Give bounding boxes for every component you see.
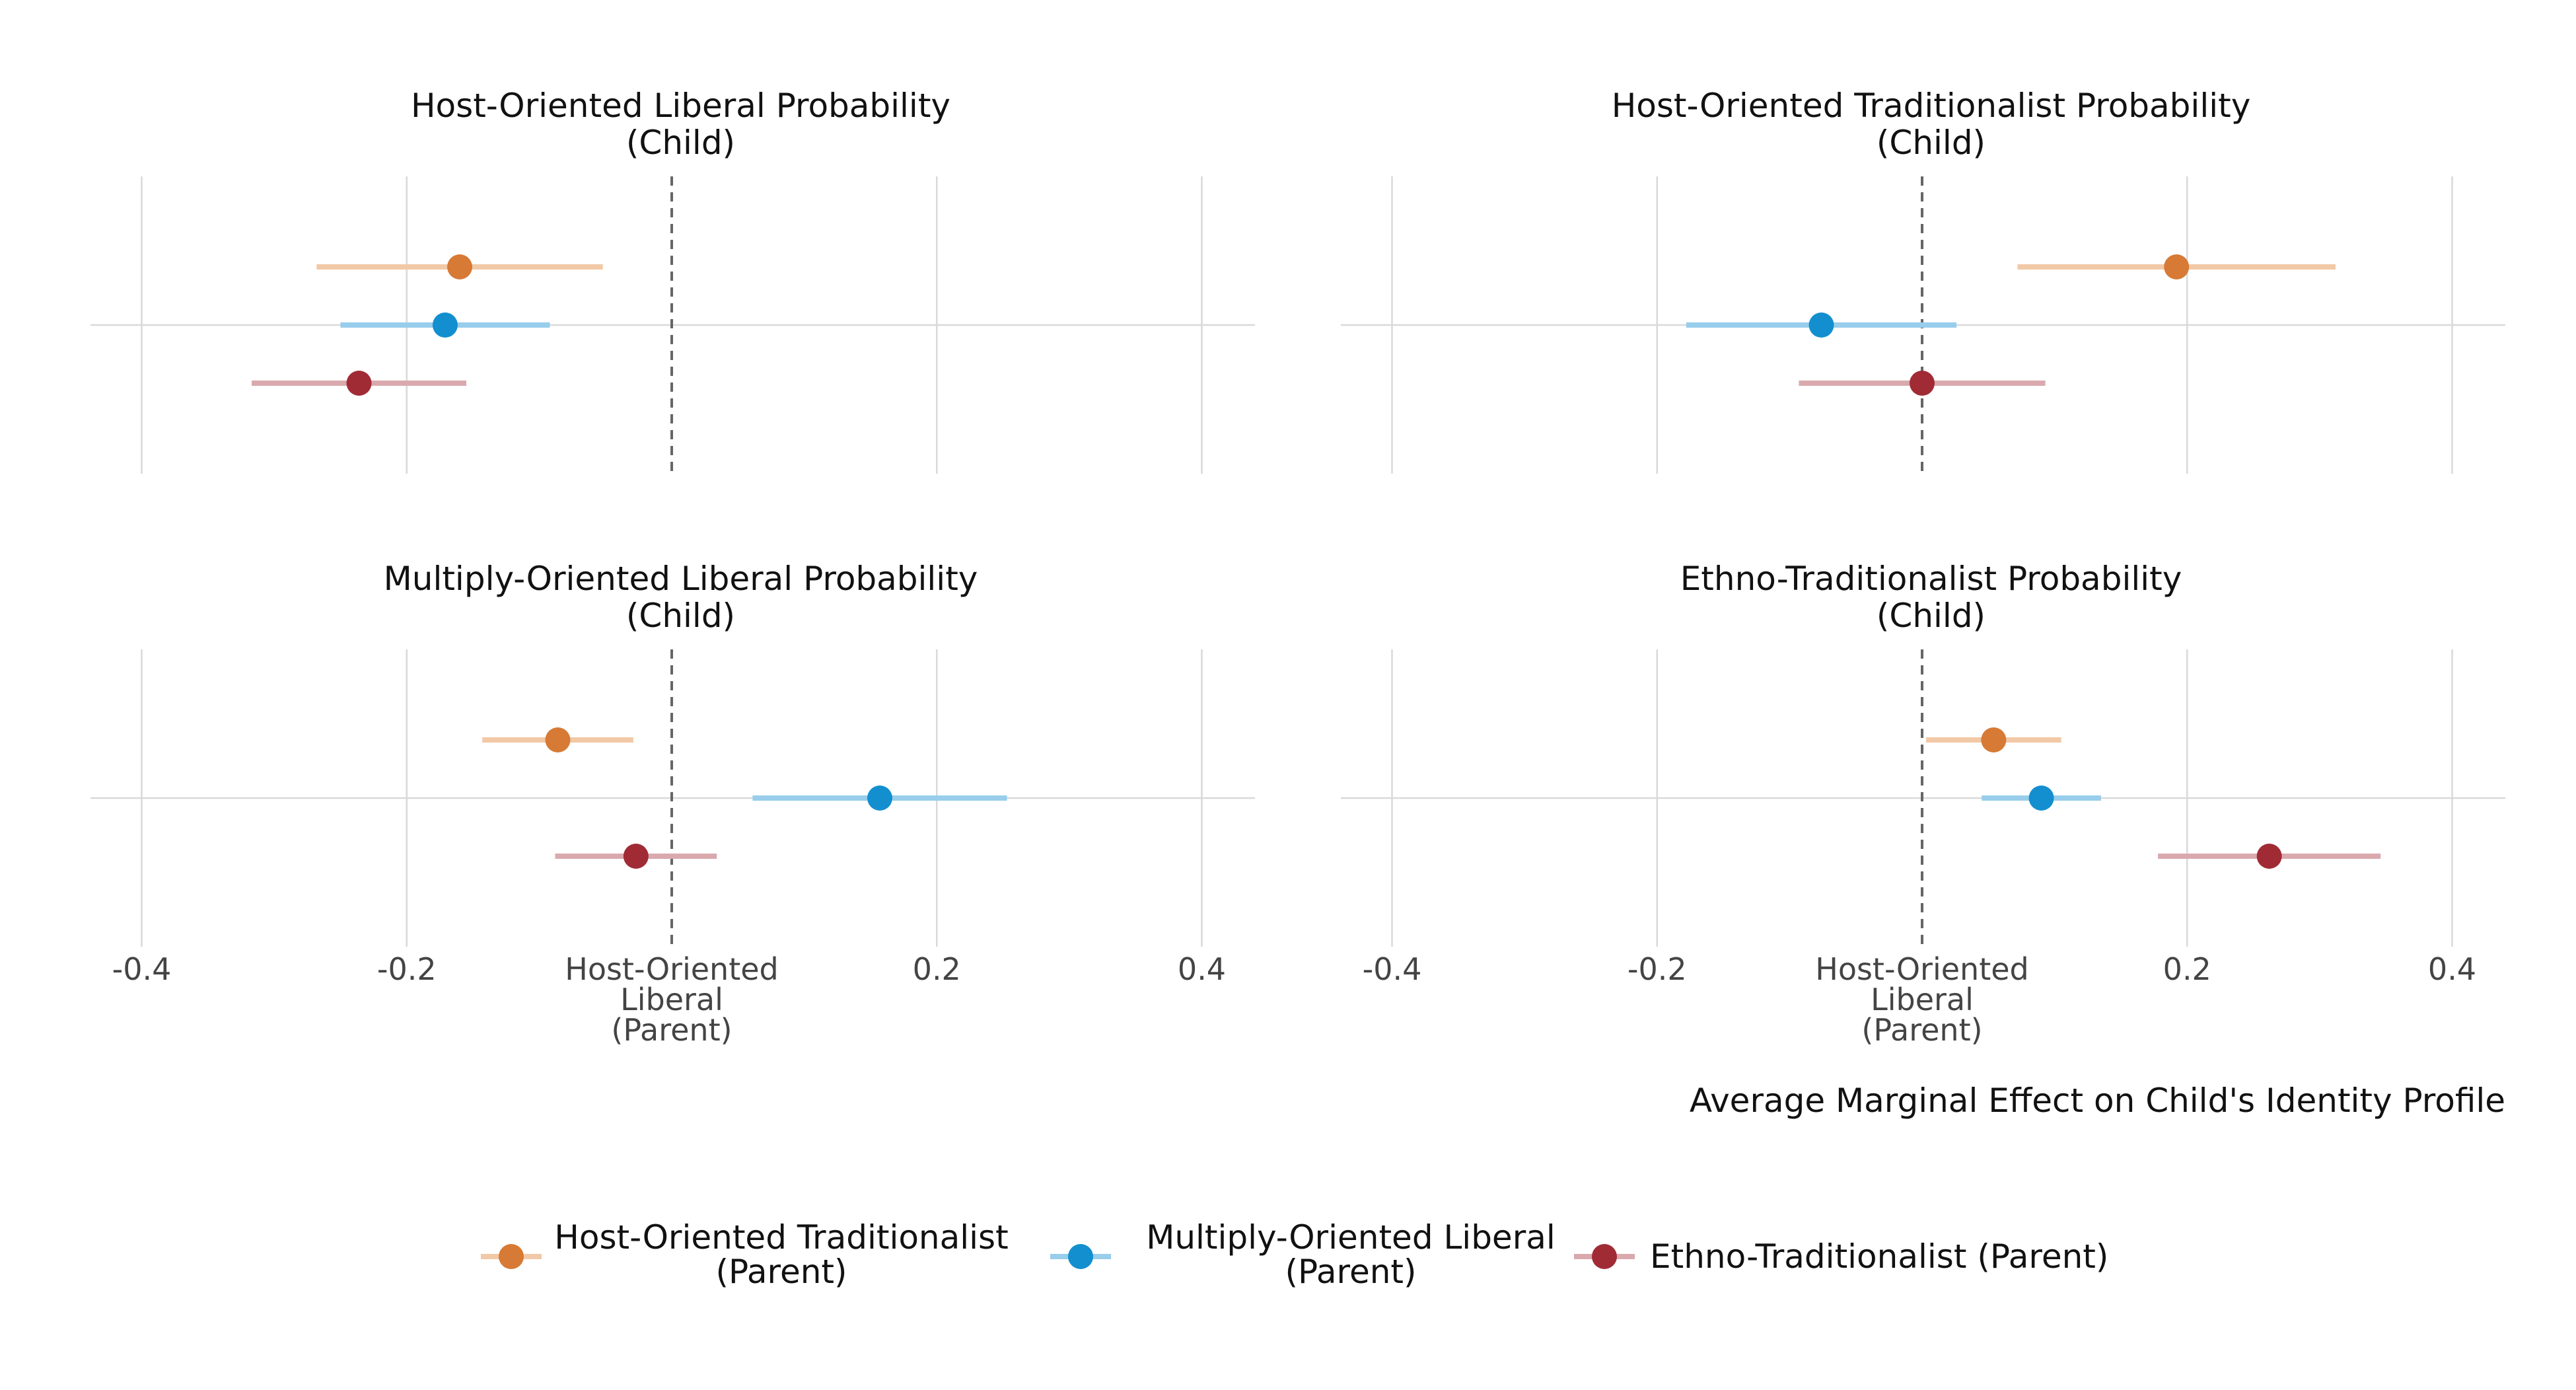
estimate-point [867, 786, 892, 811]
legend-label: Multiply-Oriented Liberal (Parent) [1146, 1218, 1556, 1291]
legend-item: Host-Oriented Traditionalist (Parent) [481, 1218, 1009, 1291]
tick-label: -0.4 [112, 951, 172, 987]
estimate-point [447, 254, 472, 279]
estimate-point [2028, 786, 2054, 811]
tick-label: Host-Oriented Liberal (Parent) [1815, 951, 2029, 1048]
legend-item: Ethno-Traditionalist (Parent) [1574, 1237, 2108, 1276]
legend-item: Multiply-Oriented Liberal (Parent) [1050, 1218, 1556, 1291]
estimate-point [2164, 254, 2190, 279]
tick-label: 0.4 [1178, 951, 1226, 987]
panel-title: Multiply-Oriented Liberal Probability (Ch… [384, 560, 978, 635]
estimate-point [545, 727, 571, 752]
tick-label: Host-Oriented Liberal (Parent) [565, 951, 779, 1048]
tick-label: 0.2 [913, 951, 961, 987]
panel-title: Ethno-Traditionalist Probability (Child) [1680, 560, 2182, 635]
estimate-point [1808, 312, 1834, 338]
estimate-point [1910, 371, 1935, 396]
panel-4 [1341, 649, 2505, 947]
legend-key-point [499, 1244, 524, 1269]
legend-label: Ethno-Traditionalist (Parent) [1650, 1237, 2108, 1276]
estimate-point [346, 371, 372, 396]
panel-2 [1341, 176, 2505, 474]
panel-title: Host-Oriented Traditionalist Probability… [1612, 87, 2251, 162]
tick-label: -0.2 [1628, 951, 1687, 987]
panel-1 [90, 176, 1255, 474]
legend-key-point [1068, 1244, 1093, 1269]
legend-key-point [1592, 1244, 1617, 1269]
estimate-point [623, 844, 649, 869]
estimate-point [432, 312, 458, 338]
panel-title: Host-Oriented Liberal Probability (Child) [411, 87, 950, 162]
estimate-point [1981, 727, 2007, 752]
estimate-point [2256, 844, 2282, 869]
panel-3 [90, 649, 1255, 947]
tick-label: 0.4 [2428, 951, 2476, 987]
tick-label: -0.2 [377, 951, 437, 987]
legend-label: Host-Oriented Traditionalist (Parent) [554, 1218, 1008, 1291]
tick-label: 0.2 [2163, 951, 2211, 987]
x-axis-label: Average Marginal Effect on Child's Ident… [1690, 1081, 2505, 1120]
tick-label: -0.4 [1363, 951, 1422, 987]
